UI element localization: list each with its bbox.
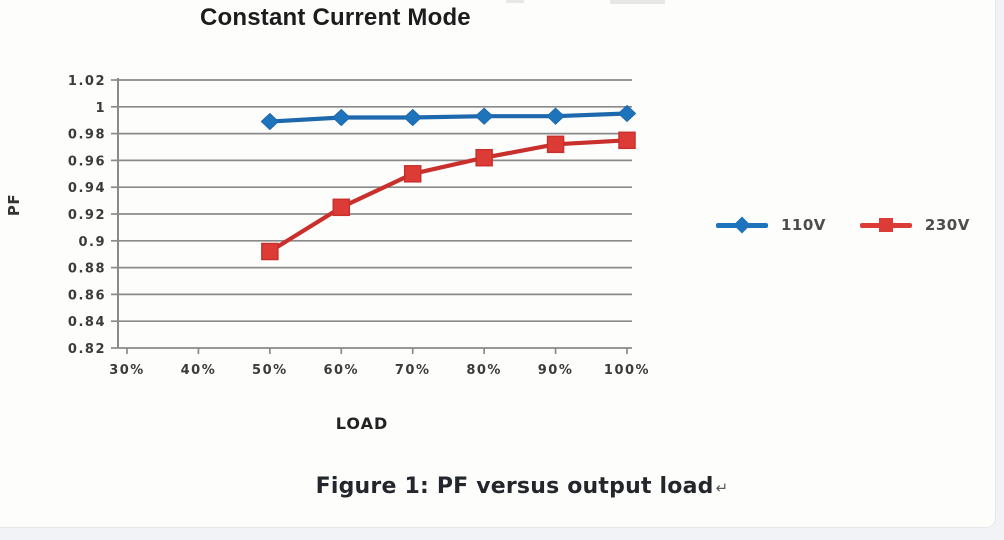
- figure-caption: Figure 1: PF versus output load ↵: [40, 474, 1004, 499]
- y-tick-label: 0.84: [68, 315, 106, 330]
- data-point-230V: [403, 165, 422, 183]
- x-tick-label: 50%: [252, 363, 288, 378]
- x-tick-label: 80%: [466, 363, 502, 378]
- data-point-110V: [617, 104, 637, 123]
- y-tick-label: 0.96: [68, 154, 106, 169]
- series-line-110V: [267, 111, 630, 124]
- x-tick-label: 100%: [604, 363, 650, 378]
- y-tick-label: 0.86: [68, 288, 106, 303]
- y-tick-label: 0.88: [68, 262, 106, 277]
- data-point-230V: [261, 242, 279, 261]
- legend-marker-230v: [859, 216, 912, 234]
- chart-legend: 110V 230V: [716, 216, 970, 234]
- y-tick-label: 1: [95, 101, 106, 116]
- x-tick-label: 90%: [538, 363, 574, 378]
- diamond-marker-icon: [733, 216, 751, 234]
- y-tick-label: 0.82: [68, 342, 106, 357]
- y-tick-label: 0.98: [68, 128, 106, 143]
- crop-artifact: [506, 0, 524, 3]
- pf-line-chart: 1.02 1 0.98 0.96 0.94 0.92 0.9 0.88 0.86 0.84 0.82…: [68, 74, 650, 378]
- chart-title: Constant Current Mode: [200, 4, 471, 31]
- y-tick-label: 0.92: [68, 208, 106, 223]
- legend-label-110v: 110V: [781, 216, 826, 234]
- legend-item-230v: 230V: [859, 216, 970, 234]
- legend-marker-110v: [716, 216, 768, 234]
- y-tick-label: 1.02: [68, 74, 106, 89]
- figure-caption-text: Figure 1: PF versus output load: [315, 474, 714, 499]
- legend-label-230v: 230V: [924, 216, 970, 234]
- data-point-110V: [546, 107, 565, 125]
- data-point-110V: [474, 107, 494, 125]
- data-point-230V: [546, 135, 565, 154]
- series-line-230V: [267, 138, 630, 254]
- square-marker-icon: [878, 218, 893, 232]
- data-point-230V: [475, 148, 493, 167]
- x-tick-label: 60%: [323, 363, 359, 378]
- data-point-230V: [332, 198, 351, 217]
- y-axis-title: PF: [5, 193, 23, 217]
- return-mark-icon: ↵: [715, 479, 729, 497]
- data-point-110V: [260, 112, 280, 131]
- x-tick-label: 70%: [395, 363, 431, 378]
- crop-artifact: [610, 0, 665, 4]
- y-tick-label: 0.94: [68, 181, 106, 196]
- x-tick-label: 40%: [181, 363, 217, 378]
- data-point-110V: [332, 108, 351, 127]
- data-point-230V: [618, 131, 636, 150]
- x-axis-title: LOAD: [335, 414, 389, 433]
- x-tick-label: 30%: [109, 363, 145, 378]
- y-tick-label: 0.9: [78, 235, 106, 250]
- legend-item-110v: 110V: [716, 216, 826, 234]
- data-point-110V: [403, 108, 422, 127]
- content-card: Constant Current Mode 1.02 1 0.98 0.96 0.94 0…: [0, 0, 996, 528]
